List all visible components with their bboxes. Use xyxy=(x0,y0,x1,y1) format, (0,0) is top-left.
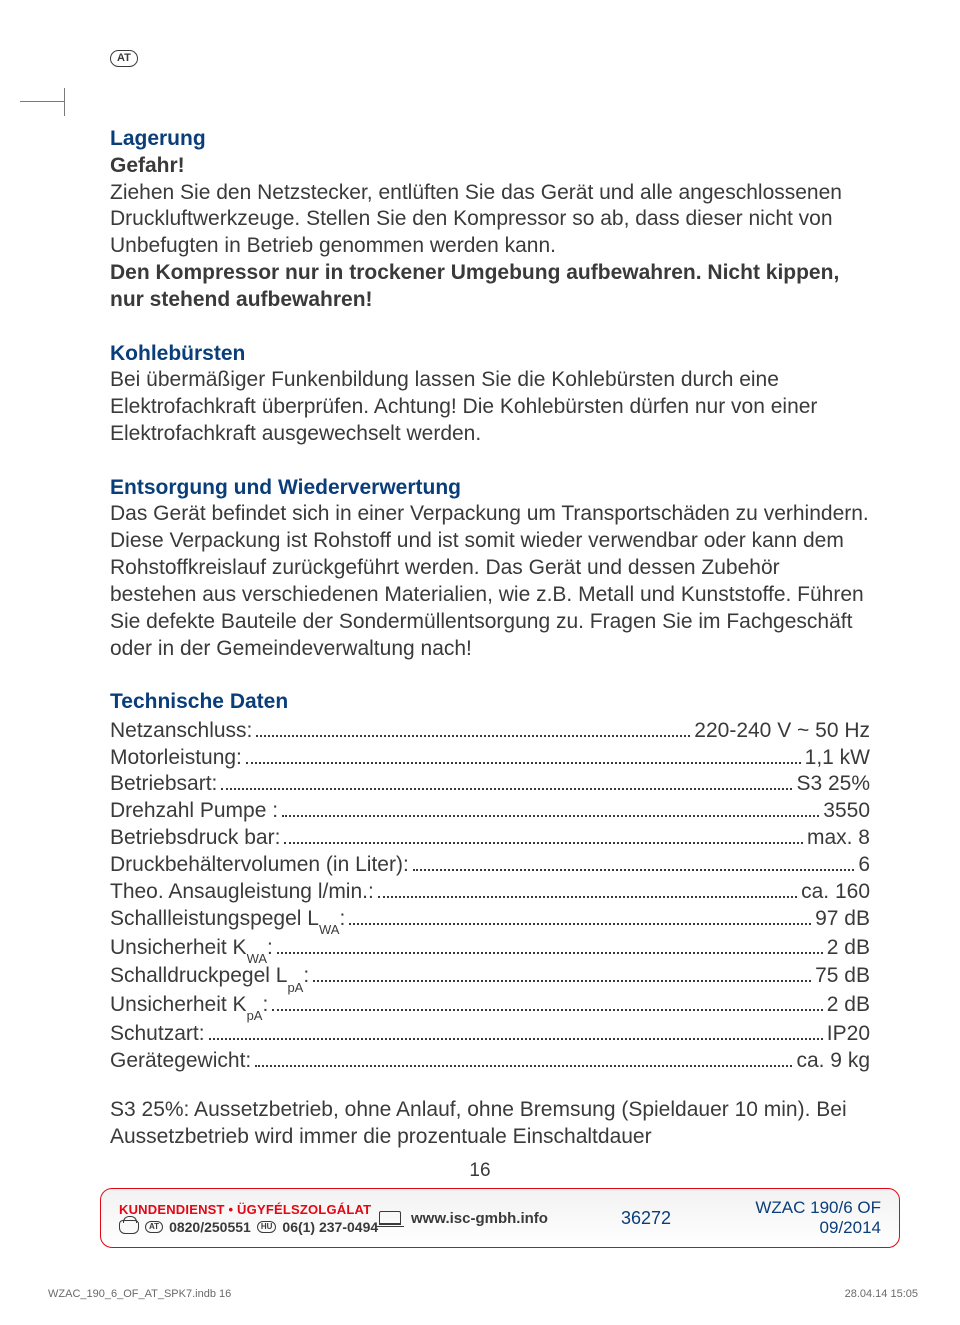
tech-row-label: Unsicherheit KWA: xyxy=(110,935,273,964)
entsorgung-body: Das Gerät befindet sich in einer Verpack… xyxy=(110,501,870,662)
country-badge: AT xyxy=(110,50,138,67)
lagerung-body: Ziehen Sie den Netzstecker, entlüften Si… xyxy=(110,180,870,261)
tech-row-value: 75 dB xyxy=(815,963,870,990)
tech-row-dots xyxy=(282,798,819,817)
tech-row-value: ca. 160 xyxy=(801,879,870,906)
tech-row: Schalldruckpegel LpA: 75 dB xyxy=(110,963,870,992)
footer-model: WZAC 190/6 OF xyxy=(731,1198,881,1218)
footer-mid: www.isc-gmbh.info xyxy=(379,1210,621,1227)
tech-row-dots xyxy=(284,825,803,844)
tech-row-label: Drehzahl Pumpe : xyxy=(110,798,278,825)
tech-row-value: 6 xyxy=(858,852,870,879)
tech-row-value: 2 dB xyxy=(827,992,870,1019)
tech-row-dots xyxy=(378,879,797,898)
page-content: AT Lagerung Gefahr! Ziehen Sie den Netzs… xyxy=(0,0,960,1325)
laptop-icon xyxy=(379,1211,401,1225)
tech-row: Unsicherheit KpA: 2 dB xyxy=(110,992,870,1021)
tech-row-dots xyxy=(349,906,811,925)
indb-file: WZAC_190_6_OF_AT_SPK7.indb 16 xyxy=(48,1288,231,1300)
tech-row-label: Theo. Ansaugleistung l/min.: xyxy=(110,879,374,906)
tech-row: Unsicherheit KWA: 2 dB xyxy=(110,935,870,964)
indb-ts: 28.04.14 15:05 xyxy=(845,1288,918,1300)
technische-footnote: S3 25%: Aussetzbetrieb, ohne Anlauf, ohn… xyxy=(110,1097,870,1151)
tech-row-value: IP20 xyxy=(827,1021,870,1048)
tech-row-value: 220-240 V ~ 50 Hz xyxy=(694,718,870,745)
lagerung-bold: Den Kompressor nur in trockener Umgebung… xyxy=(110,260,870,314)
tech-row-dots xyxy=(246,745,801,764)
tech-row: Schutzart: IP20 xyxy=(110,1021,870,1048)
tech-row-label: Unsicherheit KpA: xyxy=(110,992,268,1021)
section-technische: Technische Daten Netzanschluss: 220-240 V… xyxy=(110,688,870,1074)
tech-row-value: 2 dB xyxy=(827,935,870,962)
indb-line: WZAC_190_6_OF_AT_SPK7.indb 16 28.04.14 1… xyxy=(48,1288,918,1300)
tech-row: Schallleistungspegel LWA: 97 dB xyxy=(110,906,870,935)
tech-row-dots xyxy=(313,964,811,983)
footer-website: www.isc-gmbh.info xyxy=(411,1210,548,1227)
footer-box: KUNDENDIENST • ÜGYFÉLSZOLGÁLAT AT 0820/2… xyxy=(100,1188,900,1248)
tech-row-value: max. 8 xyxy=(807,825,870,852)
footer-code: 36272 xyxy=(621,1208,731,1229)
tech-row-label: Schallleistungspegel LWA: xyxy=(110,906,345,935)
footer-badge-hu: HU xyxy=(257,1221,277,1233)
kohle-body: Bei übermäßiger Funkenbildung lassen Sie… xyxy=(110,367,870,448)
tech-row: Druckbehältervolumen (in Liter): 6 xyxy=(110,852,870,879)
tech-row-label: Schutzart: xyxy=(110,1021,205,1048)
section-kohle: Kohlebürsten Bei übermäßiger Funkenbildu… xyxy=(110,340,870,448)
tech-row-dots xyxy=(256,718,690,737)
footer-phones: AT 0820/250551 HU 06(1) 237-0494 xyxy=(119,1219,379,1235)
tech-row: Theo. Ansaugleistung l/min.: ca. 160 xyxy=(110,879,870,906)
page-number: 16 xyxy=(0,1160,960,1182)
heading-kohle: Kohlebürsten xyxy=(110,340,870,367)
tech-row-value: 3550 xyxy=(823,798,870,825)
heading-lagerung: Lagerung xyxy=(110,125,870,152)
section-lagerung: Lagerung Gefahr! Ziehen Sie den Netzstec… xyxy=(110,125,870,314)
heading-entsorgung: Entsorgung und Wiederverwertung xyxy=(110,474,870,501)
tech-row: Betriebsart: S3 25% xyxy=(110,771,870,798)
tech-row: Motorleistung: 1,1 kW xyxy=(110,745,870,772)
footer-left: KUNDENDIENST • ÜGYFÉLSZOLGÁLAT AT 0820/2… xyxy=(119,1202,379,1235)
tech-row-dots xyxy=(255,1048,792,1067)
footer-phone2: 06(1) 237-0494 xyxy=(282,1219,378,1235)
phone-icon xyxy=(119,1220,139,1234)
tech-row-value: ca. 9 kg xyxy=(796,1048,870,1075)
footer-service-label: KUNDENDIENST • ÜGYFÉLSZOLGÁLAT xyxy=(119,1202,379,1217)
tech-row-value: 1,1 kW xyxy=(805,745,870,772)
lagerung-p1: Ziehen Sie den Netzstecker, entlüften Si… xyxy=(110,181,842,258)
tech-row-dots xyxy=(221,772,792,791)
tech-row-dots xyxy=(277,935,823,954)
tech-row-dots xyxy=(209,1021,823,1040)
footer-phone1: 0820/250551 xyxy=(169,1219,251,1235)
tech-row-dots xyxy=(272,992,822,1011)
tech-row: Netzanschluss: 220-240 V ~ 50 Hz xyxy=(110,718,870,745)
footer-date: 09/2014 xyxy=(731,1218,881,1238)
tech-row-label: Betriebsart: xyxy=(110,771,217,798)
tech-row-label: Gerätegewicht: xyxy=(110,1048,251,1075)
heading-technische: Technische Daten xyxy=(110,688,870,715)
tech-row-label: Netzanschluss: xyxy=(110,718,252,745)
tech-row-value: 97 dB xyxy=(815,906,870,933)
tech-data-list: Netzanschluss:220-240 V ~ 50 HzMotorleis… xyxy=(110,718,870,1075)
heading-gefahr: Gefahr! xyxy=(110,152,870,179)
tech-row-label: Schalldruckpegel LpA: xyxy=(110,963,309,992)
tech-row: Gerätegewicht: ca. 9 kg xyxy=(110,1048,870,1075)
tech-row: Drehzahl Pumpe : 3550 xyxy=(110,798,870,825)
footer-badge-at: AT xyxy=(145,1221,163,1233)
section-entsorgung: Entsorgung und Wiederverwertung Das Gerä… xyxy=(110,474,870,663)
tech-row: Betriebsdruck bar: max. 8 xyxy=(110,825,870,852)
tech-row-dots xyxy=(413,852,855,871)
tech-row-label: Druckbehältervolumen (in Liter): xyxy=(110,852,409,879)
footer-right: WZAC 190/6 OF 09/2014 xyxy=(731,1198,881,1239)
tech-row-label: Motorleistung: xyxy=(110,745,242,772)
tech-row-label: Betriebsdruck bar: xyxy=(110,825,280,852)
tech-row-value: S3 25% xyxy=(796,771,870,798)
